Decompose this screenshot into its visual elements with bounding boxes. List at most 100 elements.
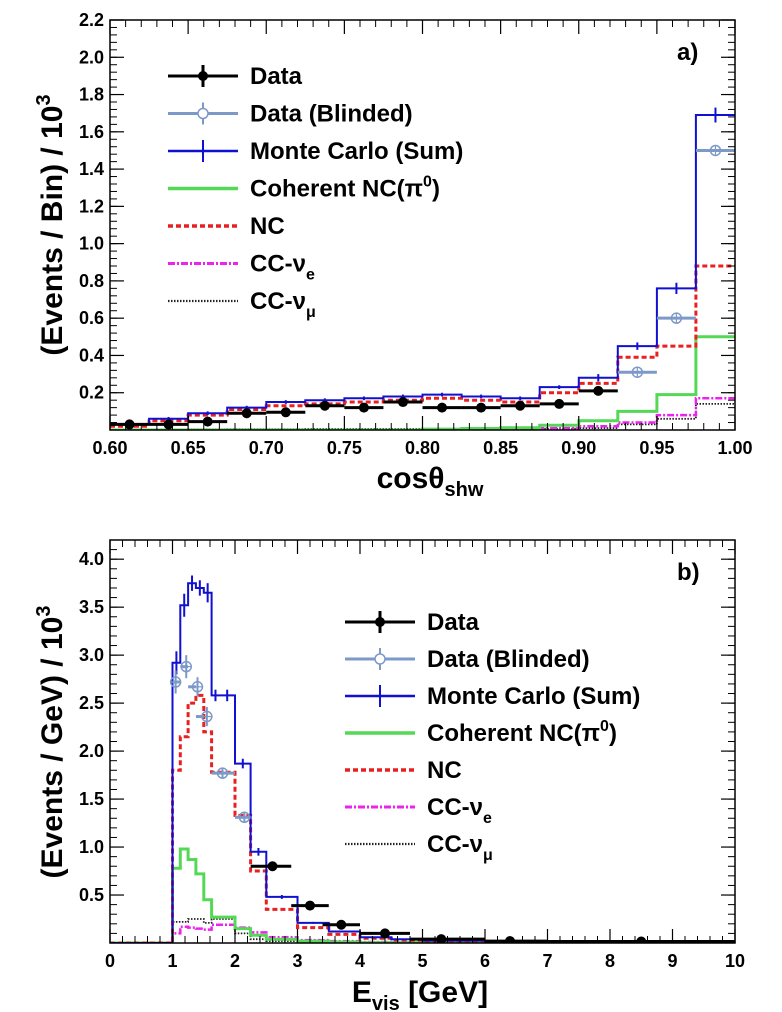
y-tick-label: 0.5 — [79, 885, 104, 905]
legend-entry: Data (Blinded) — [168, 101, 413, 128]
x-tick-label: 6 — [480, 951, 490, 971]
x-tick-label: 7 — [542, 951, 552, 971]
legend-blinded-marker — [374, 653, 386, 665]
data-point — [305, 900, 315, 911]
data-point — [202, 416, 213, 427]
legend-entry: Coherent NC(π0) — [168, 174, 440, 203]
y-tick-label: 1.6 — [79, 122, 104, 142]
data-point — [241, 408, 252, 419]
data-point — [358, 402, 369, 413]
y-tick-label: 1.8 — [79, 85, 104, 105]
legend-label-main: CC-ν — [427, 794, 483, 821]
legend-label: Coherent NC(π0) — [250, 174, 440, 203]
legend-label-main: CC-ν — [250, 251, 306, 278]
y-tick-label: 1.0 — [79, 837, 104, 857]
legend-label: Data — [250, 63, 303, 90]
legend-label-sub: μ — [306, 304, 316, 321]
legend-label: Coherent NC(π0) — [427, 718, 617, 747]
legend-label-main: Data (Blinded) — [427, 646, 590, 673]
legend-entry: Coherent NC(π0) — [345, 718, 617, 747]
data-point — [336, 919, 347, 930]
x-tick-label: 9 — [667, 951, 677, 971]
data-point — [280, 407, 291, 418]
x-tick-label: 0.75 — [327, 438, 362, 458]
legend-entry: NC — [168, 213, 285, 240]
legend-label: CC-νμ — [427, 831, 493, 864]
legend-label: CC-νμ — [250, 288, 316, 321]
legend: Data Data (Blinded) Monte Carlo (Sum) Coher… — [168, 63, 463, 321]
x-tick-label: 8 — [605, 951, 615, 971]
legend-label-tail: ) — [432, 176, 440, 203]
y-tick-label: 4.0 — [79, 549, 104, 569]
x-axis-label: cosθshw — [377, 462, 484, 501]
x-tick-label: 0.65 — [171, 438, 206, 458]
x-axis-label-main: cosθ — [377, 462, 445, 495]
y-axis-label-sup: 3 — [33, 606, 55, 617]
legend-label: NC — [427, 757, 462, 784]
legend-label-sub: μ — [483, 847, 493, 864]
x-tick-label: 3 — [292, 951, 302, 971]
legend-entry: CC-νμ — [345, 831, 493, 864]
y-tick-label: 0.4 — [79, 345, 104, 365]
legend-label-main: Coherent NC(π — [250, 176, 423, 203]
legend-label-main: CC-ν — [250, 288, 306, 315]
x-axis-label-unit: [GeV] — [400, 976, 488, 1009]
x-tick-label: 10 — [725, 951, 745, 971]
data-point — [380, 928, 390, 939]
series-nc-line — [110, 693, 735, 943]
legend-entry: Monte Carlo (Sum) — [345, 683, 640, 710]
data-point — [636, 936, 647, 943]
y-tick-label: 2.5 — [79, 693, 104, 713]
panel-label: a) — [677, 39, 698, 66]
legend-label-main: NC — [427, 757, 462, 784]
legend-label-tail: ) — [609, 720, 617, 747]
x-tick-label: 0.60 — [92, 438, 127, 458]
legend-blinded-marker — [197, 107, 209, 120]
x-tick-label: 0.95 — [639, 438, 674, 458]
y-tick-label: 1.0 — [79, 234, 104, 254]
data-point — [515, 400, 526, 411]
legend-entry: Data — [345, 609, 480, 636]
legend-label-sup: 0 — [423, 174, 432, 191]
legend-label: CC-νe — [427, 794, 492, 827]
y-axis-label-sup: 3 — [33, 94, 55, 105]
y-axis-label: (Events / Bin) / 103 — [33, 94, 69, 355]
y-axis-label-main: (Events / GeV) / 10 — [36, 617, 69, 879]
y-tick-label: 1.4 — [79, 159, 104, 179]
x-tick-label: 0 — [105, 951, 115, 971]
legend-label: Monte Carlo (Sum) — [250, 138, 463, 165]
legend-label-main: CC-ν — [427, 831, 483, 858]
legend-entry: NC — [345, 757, 462, 784]
x-tick-label: 5 — [417, 951, 427, 971]
legend-label-main: Data — [250, 63, 303, 90]
legend-label-sub: e — [306, 267, 315, 284]
x-tick-label: 1.00 — [717, 438, 752, 458]
legend-label-main: NC — [250, 213, 285, 240]
legend-label-main: Monte Carlo (Sum) — [250, 138, 463, 165]
y-tick-label: 0.6 — [79, 308, 104, 328]
legend-label: CC-νe — [250, 251, 315, 284]
y-tick-label: 2.0 — [79, 47, 104, 67]
y-tick-label: 2.2 — [79, 10, 104, 30]
data-point — [437, 402, 448, 413]
legend-label: NC — [250, 213, 285, 240]
data-point — [436, 934, 447, 943]
legend-label: Monte Carlo (Sum) — [427, 683, 640, 710]
legend-label-main: Monte Carlo (Sum) — [427, 683, 640, 710]
y-axis-label-main: (Events / Bin) / 10 — [36, 106, 69, 356]
data-point — [397, 397, 408, 408]
legend-label: Data (Blinded) — [250, 101, 413, 128]
legend-entry: CC-νμ — [168, 288, 316, 321]
x-axis-label: Evis [GeV] — [352, 976, 488, 1012]
y-tick-label: 1.5 — [79, 789, 104, 809]
x-axis-label-sub: shw — [445, 479, 484, 501]
y-tick-label: 0.2 — [79, 383, 104, 403]
y-tick-label: 0.8 — [79, 271, 104, 291]
x-tick-label: 0.85 — [483, 438, 518, 458]
y-tick-label: 3.0 — [79, 645, 104, 665]
legend-data-marker — [198, 71, 208, 81]
data-point — [267, 861, 278, 872]
data-point — [163, 419, 174, 430]
legend-label-main: Data (Blinded) — [250, 101, 413, 128]
